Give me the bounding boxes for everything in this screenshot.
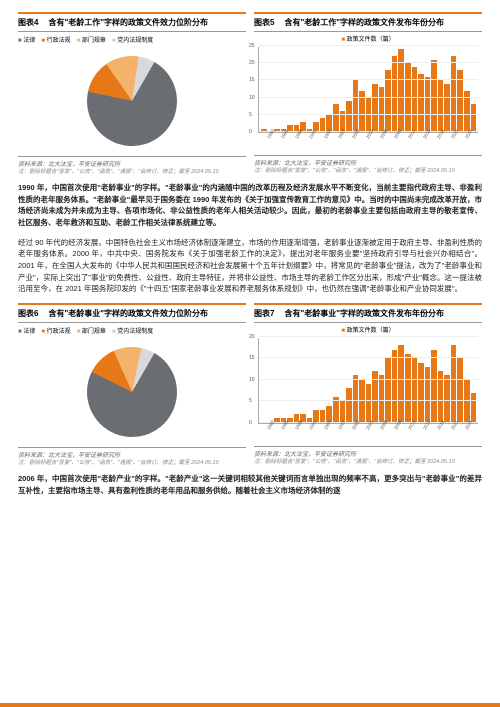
chart-5-source: 资料来源：北大法宝，平安证券研究所 (254, 155, 482, 168)
chart-6-note: 注：剔除标题含"答复"、"公告"、"函告"、"通报"、"会修订、修正；截至 20… (18, 460, 246, 467)
paragraph-1: 1990 年，中国首次使用"老龄事业"的字样。"老龄事业"的内涵随中国的改革历程… (18, 182, 482, 229)
chart-6-legend: 法律行政法规部门规章党内法规制度 (18, 323, 246, 337)
chart-7-legend: 政策文件数（篇） (254, 323, 482, 336)
chart-4-note: 注：剔除标题含"答复"、"公告"、"函告"、"通报"、"会修订、修正；截至 20… (18, 169, 246, 176)
pie-chart-6 (18, 337, 246, 447)
chart-6: 图表6含有"老龄事业"字样的政策文件效力位阶分布 法律行政法规部门规章党内法规制… (18, 303, 246, 467)
chart-4-source: 资料来源：北大法宝，平安证券研究所 (18, 156, 246, 169)
chart-7-source: 资料来源：北大法宝，平安证券研究所 (254, 446, 482, 459)
chart-4-title: 图表4含有"老龄工作"字样的政策文件效力位阶分布 (18, 14, 246, 32)
paragraph-3: 2006 年，中国首次使用"老龄产业"的字样。"老龄产业"这一关键词相较其他关键… (18, 473, 482, 496)
paragraph-2: 经过 90 年代的经济发展，中国特色社会主义市场经济体制逐渐建立，市场的作用逐渐… (18, 237, 482, 295)
bar-chart-7: 05101520 1982198519881991199419972000200… (254, 336, 482, 446)
chart-6-title: 图表6含有"老龄事业"字样的政策文件效力位阶分布 (18, 305, 246, 323)
chart-5-legend: 政策文件数（篇） (254, 32, 482, 45)
pie-chart-4 (18, 46, 246, 156)
chart-4-legend: 法律行政法规部门规章党内法规制度 (18, 32, 246, 46)
chart-5-title: 图表5含有"老龄工作"字样的政策文件发布年份分布 (254, 14, 482, 32)
chart-4: 图表4含有"老龄工作"字样的政策文件效力位阶分布 法律行政法规部门规章党内法规制… (18, 12, 246, 176)
chart-5: 图表5含有"老龄工作"字样的政策文件发布年份分布 政策文件数（篇） 051015… (254, 12, 482, 176)
chart-7-title: 图表7含有"老龄事业"字样的政策文件发布年份分布 (254, 305, 482, 323)
footer-accent (0, 703, 500, 707)
chart-7-note: 注：剔除标题含"答复"、"公告"、"函告"、"通报"、"会修订、修正；截至 20… (254, 459, 482, 466)
chart-5-note: 注：剔除标题含"答复"、"公告"、"函告"、"通报"、"会修订、修正；截至 20… (254, 168, 482, 175)
chart-7: 图表7含有"老龄事业"字样的政策文件发布年份分布 政策文件数（篇） 051015… (254, 303, 482, 467)
chart-6-source: 资料来源：北大法宝，平安证券研究所 (18, 447, 246, 460)
bar-chart-5: 0510152025 19821985198819911994199720002… (254, 45, 482, 155)
